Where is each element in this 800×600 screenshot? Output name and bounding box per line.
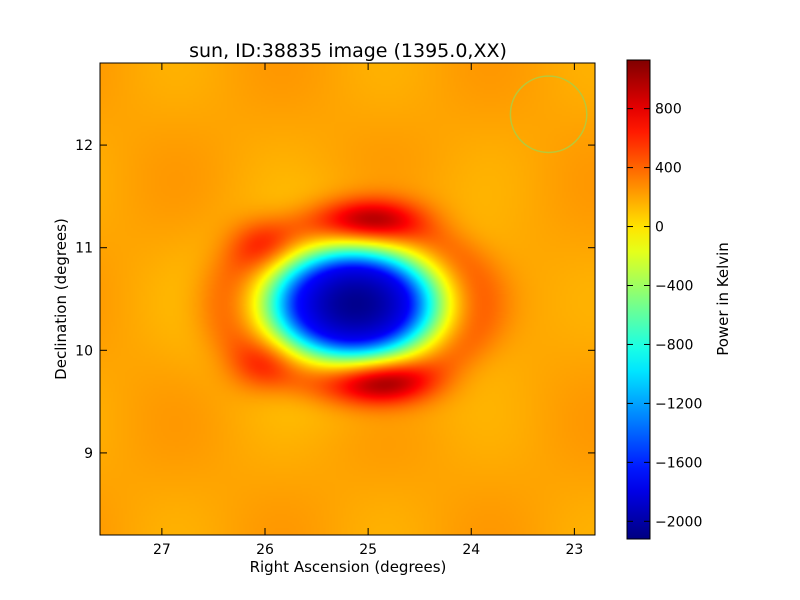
x-tick-label: 25 [359,542,377,558]
colorbar-tick-label: −1200 [655,396,702,412]
colorbar-tick-label: 0 [655,220,664,236]
plot-frame [99,62,596,536]
plot-area: 27 26 25 24 23 9 10 11 12 [75,62,596,558]
x-tick-label: 26 [256,542,274,558]
colorbar-frame [626,59,651,540]
y-tick-label: 9 [84,446,93,462]
heatmap-image [100,63,595,535]
colorbar-tick-label: −1600 [655,455,702,471]
colorbar-tick-label: 400 [655,161,682,177]
colorbar-tick-label: −2000 [655,514,702,530]
colorbar-tick-label: 800 [655,102,682,118]
x-tick-label: 27 [153,542,171,558]
y-tick-label: 10 [75,343,93,359]
colorbar: −2000 −1600 −1200 −800 −400 0 400 800 Power in … [626,59,732,540]
x-tick-label: 24 [462,542,480,558]
chart-title: sun, ID:38835 image (1395.0,XX) [189,40,507,62]
y-tick-label: 11 [75,241,93,257]
colorbar-label: Power in Kelvin [714,242,732,356]
y-tick-label: 12 [75,138,93,154]
x-axis-label: Right Ascension (degrees) [250,558,447,576]
x-tick-label: 23 [565,542,583,558]
beam-circle [509,75,588,154]
colorbar-tick-label: −400 [655,278,693,294]
y-axis-ticks: 9 10 11 12 [75,138,595,462]
x-axis-ticks: 27 26 25 24 23 [153,63,583,558]
colorbar-ticks: −2000 −1600 −1200 −800 −400 0 400 800 [627,102,702,530]
y-axis-label: Declination (degrees) [52,218,70,380]
colorbar-gradient [627,60,650,539]
colorbar-tick-label: −800 [655,337,693,353]
